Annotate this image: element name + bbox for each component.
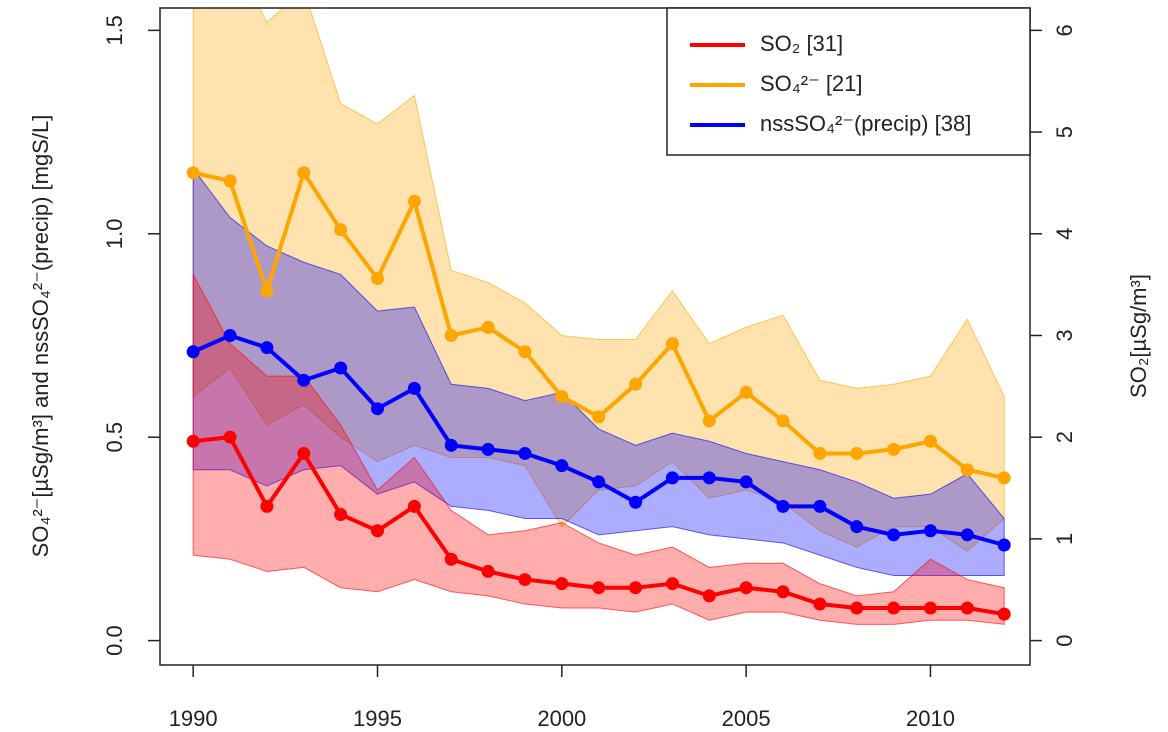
point	[665, 471, 679, 485]
point	[592, 410, 606, 424]
point	[850, 520, 864, 534]
point	[702, 414, 716, 428]
point	[702, 589, 716, 603]
y2-tick-label: 5	[1052, 126, 1077, 138]
legend-label: nssSO₄²⁻(precip) [38]	[760, 111, 971, 136]
point	[776, 414, 790, 428]
point	[813, 597, 827, 611]
point	[371, 272, 384, 286]
point	[665, 577, 679, 591]
legend-label: SO₄²⁻ [21]	[760, 71, 863, 96]
plot-frame	[159, 7, 1031, 666]
y2-tick-label: 3	[1052, 329, 1077, 341]
point	[297, 166, 311, 180]
point	[813, 446, 827, 460]
point	[481, 564, 495, 578]
point	[923, 524, 937, 538]
x-tick-label: 2005	[722, 706, 771, 731]
point	[665, 337, 679, 351]
point	[887, 442, 901, 456]
point	[297, 446, 311, 460]
legend-label: SO₂ [31]	[760, 31, 843, 56]
point	[629, 377, 643, 391]
point	[260, 284, 274, 298]
y2-tick-label: 1	[1052, 533, 1077, 545]
point	[997, 607, 1011, 621]
y-tick-label: 0.0	[102, 625, 127, 656]
point	[739, 385, 753, 399]
point	[407, 499, 421, 513]
point	[997, 471, 1011, 485]
point	[260, 499, 274, 513]
point	[887, 528, 901, 542]
point	[334, 507, 348, 521]
point	[223, 328, 237, 342]
legend-box	[666, 7, 1031, 156]
point	[813, 499, 827, 513]
point	[444, 552, 458, 566]
y2-tick-label: 2	[1052, 431, 1077, 443]
point	[629, 581, 643, 595]
point	[481, 442, 495, 456]
point	[371, 524, 384, 538]
point	[739, 475, 753, 489]
point	[592, 581, 606, 595]
x-tick-label: 1995	[353, 706, 402, 731]
point	[997, 538, 1011, 552]
point	[923, 434, 937, 448]
point	[555, 390, 569, 404]
point	[407, 194, 421, 208]
x-tick-label: 2010	[906, 706, 955, 731]
x-tick-label: 2000	[537, 706, 586, 731]
y-axis-label: SO₄²⁻[µSg/m³] and nssSO₄²⁻(precip) [mgS/…	[28, 115, 53, 558]
point	[444, 438, 458, 452]
point	[887, 601, 901, 615]
y2-axis-label: SO₂[µSg/m³]	[1126, 274, 1151, 398]
y2-tick-label: 4	[1052, 228, 1077, 240]
point	[186, 345, 200, 359]
error-band	[192, 274, 1005, 625]
point	[960, 601, 974, 615]
x-tick-label: 1990	[169, 706, 218, 731]
point	[334, 361, 348, 375]
plot-area	[186, 8, 1011, 625]
point	[776, 499, 790, 513]
point	[371, 402, 384, 416]
point	[629, 495, 643, 509]
point	[518, 573, 532, 587]
point	[518, 345, 532, 359]
point	[518, 446, 532, 460]
point	[260, 341, 274, 355]
point	[223, 430, 237, 444]
point	[960, 463, 974, 477]
point	[850, 446, 864, 460]
point	[850, 601, 864, 615]
point	[702, 471, 716, 485]
y-tick-label: 1.0	[102, 218, 127, 249]
point	[481, 320, 495, 334]
point	[297, 373, 311, 387]
point	[923, 601, 937, 615]
y2-tick-label: 6	[1052, 24, 1077, 36]
point	[444, 328, 458, 342]
point	[960, 528, 974, 542]
y2-tick-label: 0	[1052, 634, 1077, 646]
point	[776, 585, 790, 599]
point	[223, 174, 237, 188]
point	[407, 381, 421, 395]
point	[592, 475, 606, 489]
point	[555, 577, 569, 591]
point	[186, 166, 200, 180]
y-tick-label: 1.5	[102, 15, 127, 46]
point	[739, 581, 753, 595]
point	[334, 223, 348, 237]
point	[186, 434, 200, 448]
point	[555, 459, 569, 473]
y-tick-label: 0.5	[102, 422, 127, 453]
